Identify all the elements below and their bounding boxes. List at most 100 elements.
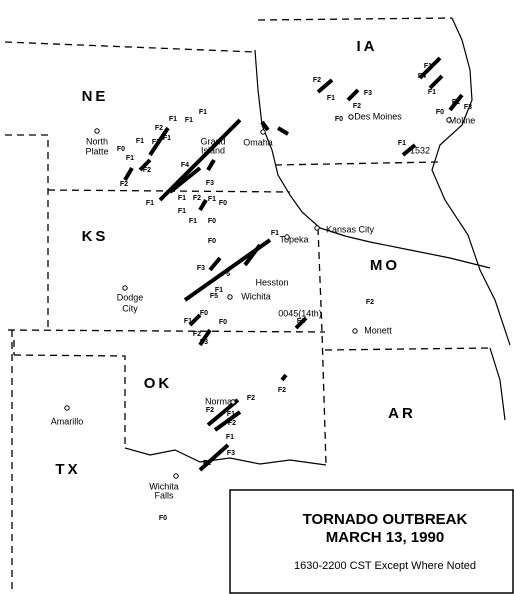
rating-label: F0 [208, 238, 216, 245]
city-dot [446, 117, 452, 123]
rating-label: F1 [126, 155, 134, 162]
city-label: North [86, 136, 108, 146]
rating-label: F1 [178, 195, 186, 202]
rating-label: F0 [208, 218, 216, 225]
city-dot [260, 129, 266, 135]
state-label: IA [357, 38, 378, 55]
city-label: Dodge [117, 292, 144, 302]
city-dot [227, 294, 233, 300]
note-label: 1532 [410, 145, 430, 155]
city-label: Amarillo [51, 416, 84, 426]
rating-label: F0 [200, 310, 208, 317]
city-label: Wichita [241, 291, 271, 301]
rating-label: F1 [327, 95, 335, 102]
rating-label: F1 [169, 116, 177, 123]
state-label: KS [82, 228, 109, 245]
rating-label: F3 [152, 139, 160, 146]
rating-label: F1 [189, 218, 197, 225]
rating-label: F0 [159, 515, 167, 522]
rating-label: F1 [271, 230, 279, 237]
city-label: Norman [205, 396, 237, 406]
rating-label: F1 [452, 99, 460, 106]
rating-label: F1 [184, 318, 192, 325]
title: MARCH 13, 1990 [326, 529, 444, 546]
city-label: Platte [85, 146, 108, 156]
city-label: Monett [364, 325, 392, 335]
city-dot [94, 128, 100, 134]
rating-label: F1 [208, 196, 216, 203]
rating-label: F2 [247, 395, 255, 402]
rating-label: F3 [464, 104, 472, 111]
rating-label: F1 [227, 411, 235, 418]
rating-label: F3 [364, 90, 372, 97]
city-label: Wichita [149, 481, 179, 491]
tracks [123, 56, 464, 472]
state-label: NE [82, 88, 109, 105]
city-label: Falls [154, 490, 174, 500]
state-label: MO [370, 257, 400, 274]
city-dot [122, 285, 128, 291]
rating-label: F1 [178, 208, 186, 215]
rating-label: F3 [200, 339, 208, 346]
rating-label: F1 [163, 135, 171, 142]
city-label: City [122, 303, 138, 313]
rating-label: F2 [313, 77, 321, 84]
title-box [229, 489, 514, 594]
city-dot [173, 473, 179, 479]
rating-label: F2 [155, 125, 163, 132]
rating-label: F0 [117, 146, 125, 153]
note-label: 0045(14th) [278, 308, 322, 318]
rating-label: F4 [418, 73, 426, 80]
rating-label: F2 [206, 407, 214, 414]
title: TORNADO OUTBREAK [303, 511, 468, 528]
city-label: Omaha [243, 137, 273, 147]
rating-label: F1 [203, 460, 211, 467]
city-label: Moline [449, 115, 476, 125]
city-dot [64, 405, 70, 411]
rating-label: F5 [210, 293, 218, 300]
rating-label: F5 [222, 271, 230, 278]
city-dot [352, 328, 358, 334]
rating-label: F0 [335, 116, 343, 123]
rating-label: F3 [197, 265, 205, 272]
rating-label: F1 [398, 140, 406, 147]
rating-label: F2 [228, 420, 236, 427]
city-label: Topeka [279, 234, 308, 244]
rating-label: F1 [226, 434, 234, 441]
city-label: Grand [200, 136, 225, 146]
rating-label: F1 [297, 318, 305, 325]
state-label: OK [144, 375, 173, 392]
rating-label: F1 [185, 117, 193, 124]
rating-label: F1 [146, 200, 154, 207]
rating-label: F1 [215, 287, 223, 294]
rating-label: F3 [227, 450, 235, 457]
city-dot [284, 234, 290, 240]
rating-label: F2 [278, 387, 286, 394]
rating-label: F2 [120, 181, 128, 188]
rating-label: F0 [219, 319, 227, 326]
rating-label: F1 [199, 109, 207, 116]
city-dot [348, 114, 354, 120]
rating-label: F0 [219, 200, 227, 207]
rating-label: F2 [193, 195, 201, 202]
rating-label: F2 [366, 299, 374, 306]
rating-label: F1 [136, 138, 144, 145]
rating-label: F1 [428, 89, 436, 96]
subtitle: 1630-2200 CST Except Where Noted [294, 560, 476, 572]
city-label: Des Moines [354, 111, 402, 121]
rating-label: F1 [424, 63, 432, 70]
rating-label: F0 [436, 109, 444, 116]
state-label: TX [55, 461, 80, 478]
city-dot [230, 399, 236, 405]
rating-label: F3 [206, 180, 214, 187]
rating-label: F2 [353, 103, 361, 110]
rating-label: F2 [143, 167, 151, 174]
rating-label: F4 [181, 162, 189, 169]
city-label: Hesston [255, 277, 288, 287]
city-label: Island [201, 145, 225, 155]
rating-label: F2 [193, 331, 201, 338]
state-label: AR [388, 405, 416, 422]
city-label: Kansas City [326, 224, 375, 234]
